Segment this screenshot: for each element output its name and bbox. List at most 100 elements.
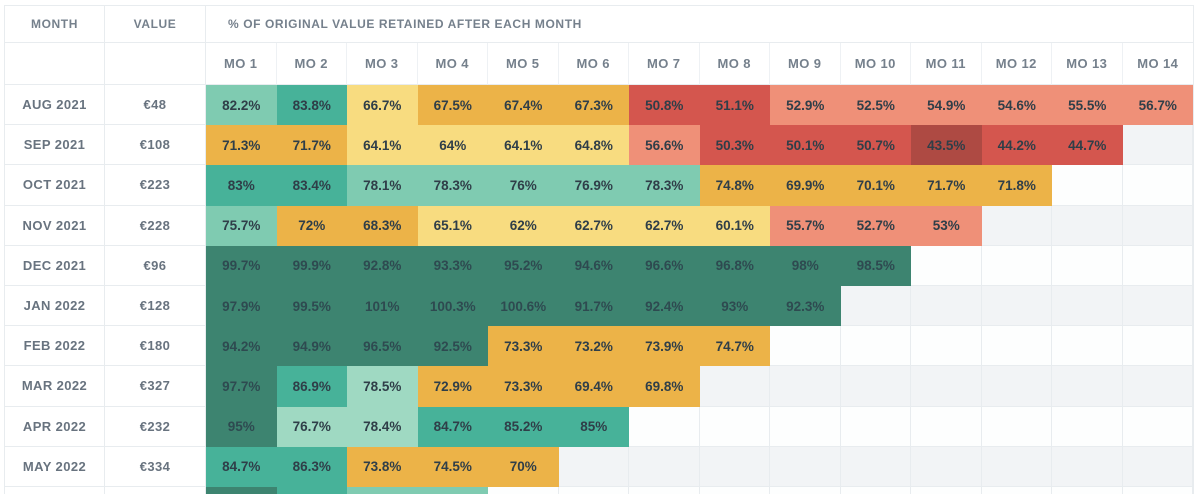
table-row: NOV 2021 €228 75.7% 72% 68.3% 65.1% 62% 62.7% 62…	[5, 205, 1193, 246]
row-month-label: MAY 2022	[5, 446, 105, 487]
retention-cell: 69.8%	[629, 366, 700, 407]
empty-cell	[1052, 245, 1123, 286]
empty-cell	[1122, 406, 1193, 447]
retention-cell: 73.9%	[629, 326, 700, 367]
row-month-label: NOV 2021	[5, 205, 105, 246]
retention-cell: 93.3%	[417, 245, 488, 286]
retention-cell-clipped	[417, 486, 488, 494]
retention-cell: 71.7%	[911, 165, 982, 206]
retention-cell: 94.6%	[558, 245, 629, 286]
empty-cell	[699, 366, 770, 407]
retention-cell: 68.3%	[347, 205, 418, 246]
empty-cell	[629, 406, 700, 447]
retention-cell: 66.7%	[347, 85, 418, 126]
retained-section-header: % OF ORIGINAL VALUE RETAINED AFTER EACH …	[206, 6, 1193, 43]
empty-cell	[1052, 285, 1123, 327]
row-value: €96	[105, 245, 206, 286]
table-row: APR 2022 €232 95% 76.7% 78.4% 84.7% 85.2% 85%	[5, 406, 1193, 447]
table-body: AUG 2021 €48 82.2% 83.8% 66.7% 67.5% 67.4% 67.3…	[5, 85, 1193, 487]
empty-cell	[840, 285, 911, 327]
empty-cell	[699, 486, 770, 494]
retention-cell: 71.3%	[206, 125, 277, 166]
retention-cell: 73.3%	[488, 326, 559, 367]
retention-cell: 91.7%	[558, 285, 629, 327]
retention-cell: 70%	[488, 446, 559, 487]
retention-cell: 83%	[206, 165, 277, 206]
row-month-label: SEP 2021	[5, 125, 105, 166]
retention-cell: 69.4%	[558, 366, 629, 407]
empty-cell	[1122, 205, 1193, 246]
empty-cell	[629, 486, 700, 494]
empty-cell	[1122, 366, 1193, 407]
mo-column-header: MO 12	[981, 43, 1052, 85]
retention-cell: 78.3%	[417, 165, 488, 206]
retention-cell: 96.6%	[629, 245, 700, 286]
empty-cell	[1052, 486, 1123, 494]
retention-cell: 55.7%	[770, 205, 841, 246]
value-column-header: VALUE	[105, 6, 206, 43]
retention-cell: 64.1%	[488, 125, 559, 166]
table-row: DEC 2021 €96 99.7% 99.9% 92.8% 93.3% 95.2% 94.6…	[5, 245, 1193, 286]
retention-cell: 85%	[558, 406, 629, 447]
empty-cell	[770, 366, 841, 407]
month-header-spacer	[5, 43, 105, 85]
mo-column-header: MO 7	[629, 43, 700, 85]
empty-cell	[981, 486, 1052, 494]
table-row: MAR 2022 €327 97.7% 86.9% 78.5% 72.9% 73.3% 69.…	[5, 366, 1193, 407]
empty-cell	[1122, 486, 1193, 494]
table-row: MAY 2022 €334 84.7% 86.3% 73.8% 74.5% 70%	[5, 446, 1193, 487]
empty-cell	[981, 245, 1052, 286]
empty-cell	[840, 446, 911, 487]
empty-cell	[981, 205, 1052, 246]
row-value	[105, 486, 206, 494]
retention-cell: 99.9%	[276, 245, 347, 286]
empty-cell	[629, 446, 700, 487]
empty-cell	[840, 366, 911, 407]
retention-cell: 52.9%	[770, 85, 841, 126]
empty-cell	[1052, 165, 1123, 206]
row-month-label: OCT 2021	[5, 165, 105, 206]
retention-cell: 96.8%	[699, 245, 770, 286]
retention-cell: 76.7%	[276, 406, 347, 447]
empty-cell	[911, 245, 982, 286]
retention-cell: 72%	[276, 205, 347, 246]
mo-column-header: MO 2	[276, 43, 347, 85]
retention-cell: 65.1%	[417, 205, 488, 246]
retention-cell: 73.2%	[558, 326, 629, 367]
retention-cell: 92.3%	[770, 285, 841, 327]
table-row: AUG 2021 €48 82.2% 83.8% 66.7% 67.5% 67.4% 67.3…	[5, 85, 1193, 126]
retention-cell-clipped	[206, 486, 277, 494]
retention-cell: 71.7%	[276, 125, 347, 166]
retention-cell: 96.5%	[347, 326, 418, 367]
empty-cell	[1052, 446, 1123, 487]
retention-cell: 54.6%	[981, 85, 1052, 126]
retention-cell: 101%	[347, 285, 418, 327]
retention-cell: 52.5%	[840, 85, 911, 126]
retention-cell: 84.7%	[206, 446, 277, 487]
empty-cell	[981, 406, 1052, 447]
empty-cell	[840, 486, 911, 494]
empty-cell	[1052, 326, 1123, 367]
cohort-retention-table: MONTH VALUE % OF ORIGINAL VALUE RETAINED…	[4, 5, 1194, 494]
retention-cell: 95.2%	[488, 245, 559, 286]
empty-cell	[1122, 245, 1193, 286]
retention-cell: 76.9%	[558, 165, 629, 206]
month-column-header: MONTH	[5, 6, 105, 43]
retention-cell: 78.5%	[347, 366, 418, 407]
empty-cell	[1052, 205, 1123, 246]
empty-cell	[840, 406, 911, 447]
mo-column-header: MO 8	[699, 43, 770, 85]
retention-cell: 53%	[911, 205, 982, 246]
retention-cell: 78.1%	[347, 165, 418, 206]
empty-cell	[1122, 326, 1193, 367]
empty-cell	[699, 446, 770, 487]
retention-cell: 67.5%	[417, 85, 488, 126]
mo-column-header: MO 10	[840, 43, 911, 85]
retention-cell: 82.2%	[206, 85, 277, 126]
retention-cell: 43.5%	[911, 125, 982, 166]
mo-column-header: MO 11	[911, 43, 982, 85]
retention-cell: 84.7%	[417, 406, 488, 447]
row-month-label: JAN 2022	[5, 285, 105, 327]
empty-cell	[770, 486, 841, 494]
retention-cell: 52.7%	[840, 205, 911, 246]
